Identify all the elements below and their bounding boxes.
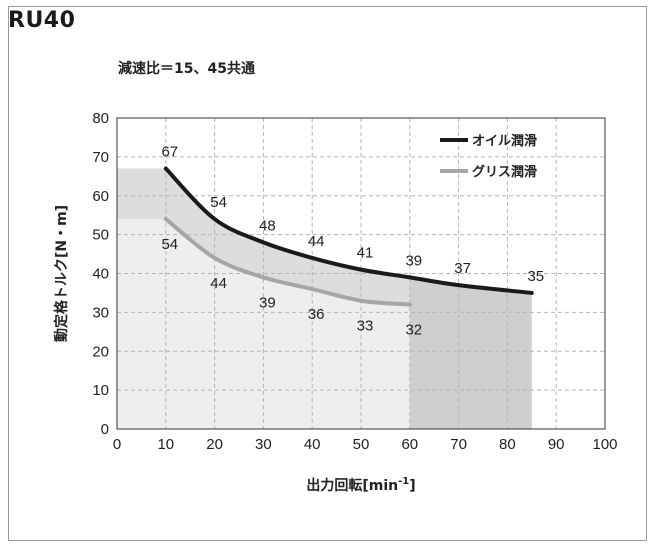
x-tick-label: 0 xyxy=(113,436,121,453)
shade-oil-only xyxy=(409,277,532,429)
chart-title: RU40 xyxy=(8,8,76,33)
series-layer xyxy=(163,166,534,307)
data-label-grease: 44 xyxy=(210,275,227,292)
data-label-grease: 54 xyxy=(161,236,178,253)
legend-label-oil: オイル潤滑 xyxy=(472,133,537,149)
x-tick-label: 90 xyxy=(548,436,565,453)
y-tick-label: 80 xyxy=(92,110,109,127)
x-tick-label: 10 xyxy=(157,436,174,453)
x-tick-label: 50 xyxy=(353,436,370,453)
data-label-oil: 39 xyxy=(405,252,422,269)
chart-frame xyxy=(8,6,647,541)
data-label-oil: 54 xyxy=(210,194,227,211)
x-tick-label: 40 xyxy=(304,436,321,453)
x-axis-title: 出力回転[min-1] xyxy=(306,476,415,494)
series-line-grease xyxy=(163,217,412,307)
tick-layer: 0 10 20 30 40 50 60 70 80 90 100 0 10 20 30 40 50 60 70 80 xyxy=(92,110,617,453)
data-label-grease: 32 xyxy=(405,322,422,339)
y-tick-label: 60 xyxy=(92,188,109,205)
x-tick-label: 100 xyxy=(592,436,617,453)
y-tick-label: 40 xyxy=(92,266,109,283)
plot-border xyxy=(116,117,606,430)
data-label-layer: 67 54 48 44 41 39 37 35 54 44 39 36 33 32 xyxy=(161,144,544,339)
data-label-grease: 33 xyxy=(357,318,374,335)
y-tick-label: 10 xyxy=(92,382,109,399)
chart-subtitle: 減速比＝15、45共通 xyxy=(118,61,255,77)
shade-between xyxy=(117,168,410,305)
x-tick-label: 20 xyxy=(206,436,223,453)
x-axis-title-end: ] xyxy=(409,478,415,494)
x-axis-title-sup: -1 xyxy=(398,476,409,487)
y-tick-label: 0 xyxy=(101,421,109,438)
y-tick-label: 30 xyxy=(92,304,109,321)
data-label-grease: 36 xyxy=(308,306,325,323)
x-tick-label: 30 xyxy=(255,436,272,453)
data-label-oil: 44 xyxy=(308,233,325,250)
data-label-oil: 67 xyxy=(161,144,178,161)
legend-label-grease: グリス潤滑 xyxy=(472,164,537,180)
data-label-oil: 41 xyxy=(357,245,374,262)
series-line-oil xyxy=(163,166,534,295)
y-axis-title: 動定格トルク[N・m] xyxy=(53,205,70,342)
data-label-oil: 48 xyxy=(259,217,276,234)
data-label-grease: 39 xyxy=(259,294,276,311)
x-tick-label: 70 xyxy=(450,436,467,453)
x-tick-label: 60 xyxy=(401,436,418,453)
data-label-oil: 37 xyxy=(454,260,471,277)
x-tick-label: 80 xyxy=(499,436,516,453)
y-tick-label: 50 xyxy=(92,227,109,244)
x-axis-title-main: 出力回転[min xyxy=(306,477,398,494)
grid-layer xyxy=(117,118,605,429)
y-tick-label: 20 xyxy=(92,343,109,360)
y-tick-label: 70 xyxy=(92,149,109,166)
data-label-oil: 35 xyxy=(527,268,544,285)
